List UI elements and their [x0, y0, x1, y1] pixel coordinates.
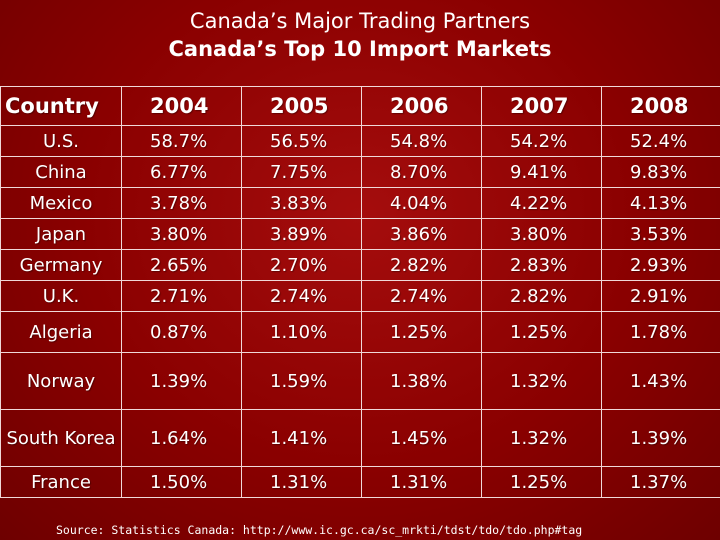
- country-cell: Mexico: [0, 187, 122, 219]
- value-cell: 2.74%: [241, 280, 362, 312]
- value-cell: 2.83%: [481, 249, 602, 281]
- value-cell: 1.41%: [241, 409, 362, 467]
- value-cell: 3.83%: [241, 187, 362, 219]
- value-cell: 3.78%: [121, 187, 242, 219]
- country-cell: Japan: [0, 218, 122, 250]
- value-cell: 2.65%: [121, 249, 242, 281]
- value-cell: 3.80%: [481, 218, 602, 250]
- value-cell: 2.74%: [361, 280, 482, 312]
- value-cell: 1.32%: [481, 352, 602, 410]
- value-cell: 1.78%: [601, 311, 720, 353]
- value-cell: 1.50%: [121, 466, 242, 498]
- table-row: Norway 1.39% 1.59% 1.38% 1.32% 1.43%: [0, 352, 720, 410]
- table-row: China 6.77% 7.75% 8.70% 9.41% 9.83%: [0, 156, 720, 188]
- slide-header: Canada’s Major Trading Partners Canada’s…: [0, 0, 720, 84]
- value-cell: 3.53%: [601, 218, 720, 250]
- value-cell: 2.71%: [121, 280, 242, 312]
- value-cell: 1.37%: [601, 466, 720, 498]
- value-cell: 2.82%: [361, 249, 482, 281]
- value-cell: 3.86%: [361, 218, 482, 250]
- value-cell: 56.5%: [241, 125, 362, 157]
- value-cell: 1.45%: [361, 409, 482, 467]
- value-cell: 2.93%: [601, 249, 720, 281]
- column-header-country: Country: [0, 86, 122, 126]
- column-header-2007: 2007: [481, 86, 602, 126]
- country-cell: France: [0, 466, 122, 498]
- value-cell: 1.25%: [481, 466, 602, 498]
- value-cell: 1.25%: [481, 311, 602, 353]
- column-header-2005: 2005: [241, 86, 362, 126]
- value-cell: 4.22%: [481, 187, 602, 219]
- value-cell: 54.8%: [361, 125, 482, 157]
- table-row: U.K. 2.71% 2.74% 2.74% 2.82% 2.91%: [0, 280, 720, 312]
- value-cell: 1.39%: [121, 352, 242, 410]
- value-cell: 7.75%: [241, 156, 362, 188]
- column-header-2006: 2006: [361, 86, 482, 126]
- slide-subtitle: Canada’s Top 10 Import Markets: [168, 37, 552, 61]
- value-cell: 0.87%: [121, 311, 242, 353]
- value-cell: 9.41%: [481, 156, 602, 188]
- table-row: South Korea 1.64% 1.41% 1.45% 1.32% 1.39…: [0, 409, 720, 467]
- value-cell: 1.25%: [361, 311, 482, 353]
- value-cell: 1.32%: [481, 409, 602, 467]
- value-cell: 1.31%: [241, 466, 362, 498]
- value-cell: 1.39%: [601, 409, 720, 467]
- import-markets-table: Country 2004 2005 2006 2007 2008 U.S. 58…: [0, 86, 720, 498]
- value-cell: 2.70%: [241, 249, 362, 281]
- table-row: U.S. 58.7% 56.5% 54.8% 54.2% 52.4%: [0, 125, 720, 157]
- column-header-2008: 2008: [601, 86, 720, 126]
- slide-title: Canada’s Major Trading Partners: [189, 9, 531, 33]
- country-cell: U.S.: [0, 125, 122, 157]
- value-cell: 2.82%: [481, 280, 602, 312]
- value-cell: 2.91%: [601, 280, 720, 312]
- table-header-row: Country 2004 2005 2006 2007 2008: [0, 86, 720, 126]
- value-cell: 1.64%: [121, 409, 242, 467]
- value-cell: 9.83%: [601, 156, 720, 188]
- country-cell: Algeria: [0, 311, 122, 353]
- country-cell: Germany: [0, 249, 122, 281]
- column-header-2004: 2004: [121, 86, 242, 126]
- table-row: Algeria 0.87% 1.10% 1.25% 1.25% 1.78%: [0, 311, 720, 353]
- table-row: Mexico 3.78% 3.83% 4.04% 4.22% 4.13%: [0, 187, 720, 219]
- value-cell: 1.10%: [241, 311, 362, 353]
- value-cell: 4.04%: [361, 187, 482, 219]
- country-cell: U.K.: [0, 280, 122, 312]
- table-row: Germany 2.65% 2.70% 2.82% 2.83% 2.93%: [0, 249, 720, 281]
- country-cell: Norway: [0, 352, 122, 410]
- table-row: France 1.50% 1.31% 1.31% 1.25% 1.37%: [0, 466, 720, 498]
- value-cell: 1.59%: [241, 352, 362, 410]
- value-cell: 58.7%: [121, 125, 242, 157]
- value-cell: 3.80%: [121, 218, 242, 250]
- value-cell: 1.43%: [601, 352, 720, 410]
- country-cell: China: [0, 156, 122, 188]
- value-cell: 54.2%: [481, 125, 602, 157]
- value-cell: 4.13%: [601, 187, 720, 219]
- value-cell: 1.31%: [361, 466, 482, 498]
- value-cell: 8.70%: [361, 156, 482, 188]
- table-row: Japan 3.80% 3.89% 3.86% 3.80% 3.53%: [0, 218, 720, 250]
- value-cell: 1.38%: [361, 352, 482, 410]
- value-cell: 52.4%: [601, 125, 720, 157]
- country-cell: South Korea: [0, 409, 122, 467]
- value-cell: 6.77%: [121, 156, 242, 188]
- value-cell: 3.89%: [241, 218, 362, 250]
- source-note: Source: Statistics Canada: http://www.ic…: [56, 523, 583, 537]
